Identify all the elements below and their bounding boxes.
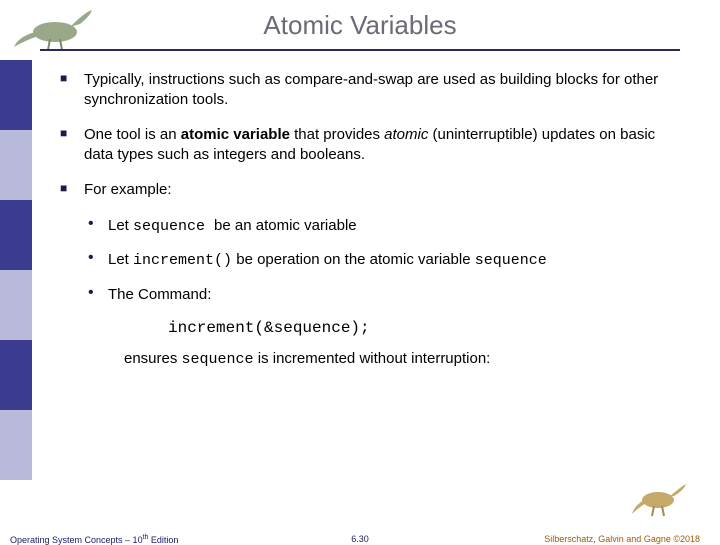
footer-page-number: 6.30 — [351, 534, 369, 544]
bullet-1: Typically, instructions such as compare-… — [60, 70, 680, 109]
sidebar-block — [0, 200, 32, 270]
closing-pre: ensures — [124, 350, 182, 367]
sub-bullet-list: Let sequence be an atomic variable Let i… — [60, 216, 680, 370]
bullet-3-text: For example: — [84, 181, 172, 198]
sub-2: Let increment() be operation on the atom… — [88, 250, 680, 271]
bullet-3: For example: — [60, 180, 680, 200]
bullet-2-ital: atomic — [384, 126, 428, 143]
bullet-1-text: Typically, instructions such as compare-… — [84, 71, 658, 108]
dinosaur-bottom-icon — [630, 478, 690, 518]
sub-2-code: increment() — [133, 252, 232, 269]
bullet-2: One tool is an atomic variable that prov… — [60, 125, 680, 164]
sub-2-code2: sequence — [475, 252, 547, 269]
bullet-2-mid: that provides — [290, 126, 384, 143]
slide-header: Atomic Variables — [0, 10, 720, 51]
sub-1-pre: Let — [108, 217, 133, 234]
closing-post: is incremented without interruption: — [254, 350, 491, 367]
bullet-2-bold: atomic variable — [181, 126, 290, 143]
sidebar-color-strip — [0, 60, 32, 480]
sub-2-mid: be operation on the atomic variable — [232, 251, 475, 268]
slide-title: Atomic Variables — [0, 10, 720, 41]
sidebar-block — [0, 130, 32, 200]
closing-code: sequence — [182, 351, 254, 368]
footer-left-pre: Operating System Concepts – 10 — [10, 535, 143, 545]
bullet-2-pre: One tool is an — [84, 126, 181, 143]
sidebar-block — [0, 410, 32, 480]
footer-copyright: Silberschatz, Galvin and Gagne ©2018 — [544, 534, 700, 544]
title-underline — [40, 49, 680, 51]
sidebar-block — [0, 270, 32, 340]
sub-3: The Command: — [88, 285, 680, 305]
closing-line: ensures sequence is incremented without … — [88, 349, 680, 370]
sidebar-block — [0, 340, 32, 410]
sub-1-post: be an atomic variable — [214, 217, 357, 234]
sidebar-block — [0, 60, 32, 130]
sub-1-code: sequence — [133, 218, 214, 235]
command-block: increment(&sequence); — [88, 318, 680, 339]
sub-3-text: The Command: — [108, 286, 211, 303]
slide-content: Typically, instructions such as compare-… — [60, 70, 680, 369]
sub-2-pre: Let — [108, 251, 133, 268]
sub-1: Let sequence be an atomic variable — [88, 216, 680, 237]
footer-left-post: Edition — [148, 535, 178, 545]
